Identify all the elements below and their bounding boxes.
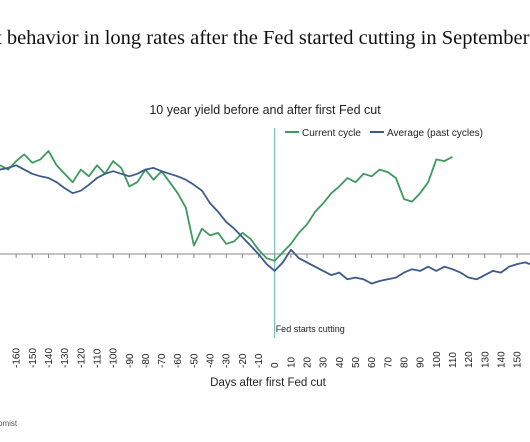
x-tick-label: -120 [76,348,87,368]
series-line-average-past-cycles [0,164,530,285]
x-tick-label: -20 [238,353,249,368]
x-tick-label: 150 [513,351,524,368]
x-tick-label: -10 [254,353,265,368]
x-tick-label: -160 [12,348,23,368]
legend-label-average-past-cycles: Average (past cycles) [387,128,483,139]
x-tick-label: 100 [432,351,443,368]
x-tick-label: -60 [173,353,184,368]
x-tick-label: -30 [222,353,233,368]
x-tick-label: 20 [303,356,314,368]
x-tick-label: -70 [157,353,168,368]
x-axis-title: Days after first Fed cut [210,377,326,389]
x-tick-label: 40 [335,356,346,368]
x-tick-label: -110 [92,348,103,368]
x-tick-label: 50 [351,356,362,368]
x-tick-label: 130 [480,351,491,368]
legend: Current cycle Average (past cycles) [285,128,483,139]
x-tick-label: 90 [416,356,427,368]
x-tick-label: -140 [44,348,55,368]
x-tick-label: -50 [189,353,200,368]
x-tick-label: 30 [319,356,330,368]
x-tick-label: 0 [270,362,281,368]
legend-label-current-cycle: Current cycle [302,128,361,139]
x-axis-ticks: -160 -150 -140 -130 -120 -110 -100 -90 -80 -70 -60… [12,254,524,368]
x-tick-label: 140 [496,351,507,368]
series-line-current-cycle [0,150,453,262]
x-tick-label: -150 [28,348,39,368]
x-tick-label: 120 [464,351,475,368]
chart-title: 10 year yield before and after first Fed… [149,103,381,117]
x-tick-label: -130 [60,348,71,368]
x-tick-label: -80 [141,353,152,368]
x-tick-label: -40 [206,353,217,368]
x-tick-label: -90 [125,353,136,368]
source-note: omist [0,419,18,428]
article-headline: t behavior in long rates after the Fed s… [0,27,530,49]
x-tick-label: 60 [367,356,378,368]
x-tick-label: 70 [383,356,394,368]
annotation-fed-starts-cutting: Fed starts cutting [276,324,345,334]
x-tick-label: 80 [399,356,410,368]
x-tick-label: 10 [286,356,297,368]
x-tick-label: 110 [448,352,459,368]
x-tick-label: -100 [109,348,120,368]
